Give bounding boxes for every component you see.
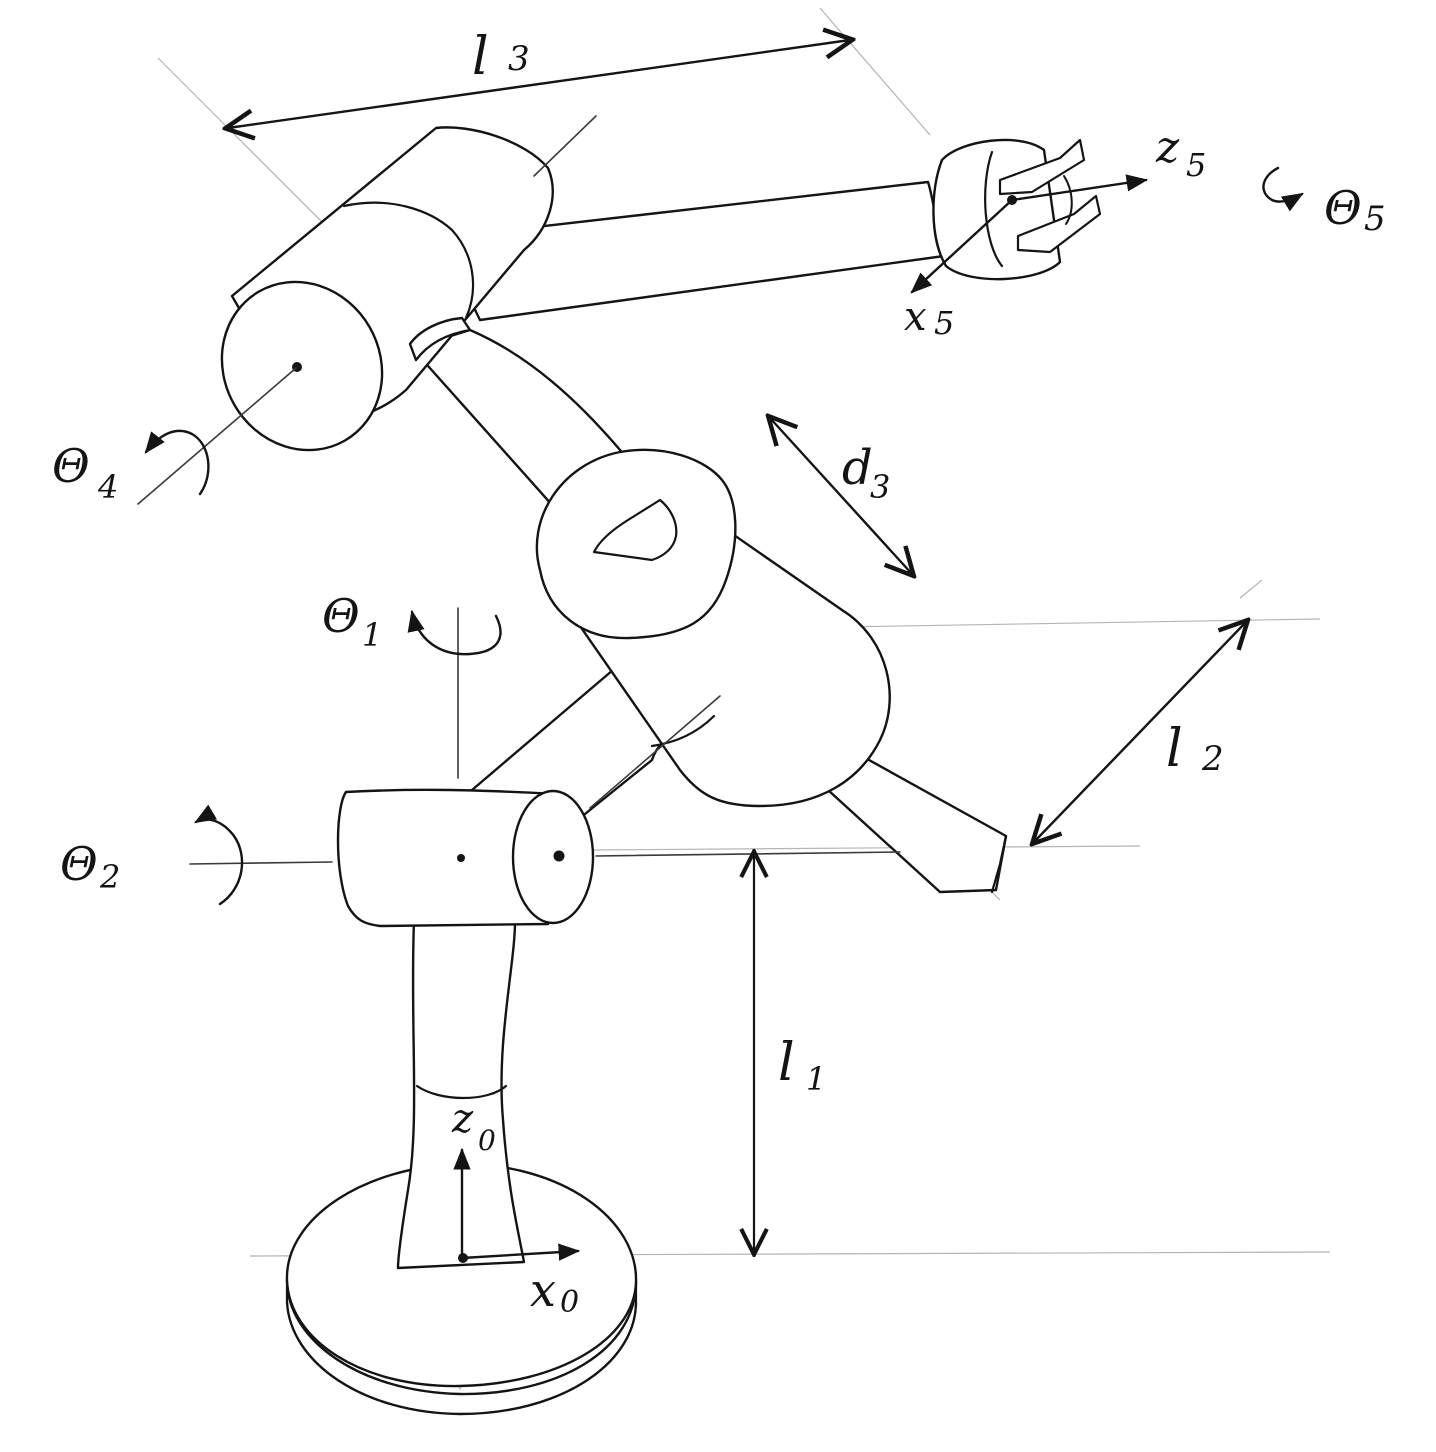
label-x5-main: x (904, 294, 927, 340)
frame-5-axes (910, 174, 1149, 294)
z5-arrow (1010, 174, 1149, 202)
pedestal-column (396, 916, 526, 1270)
label-theta5: Θ 5 (1324, 181, 1386, 239)
frame-0-axes (453, 1147, 581, 1263)
label-d3-sub: 3 (870, 468, 890, 506)
dimension-d3 (770, 418, 912, 574)
gripper (932, 138, 1102, 281)
label-theta4-main: Θ (52, 439, 90, 493)
wrist-joint (137, 115, 597, 505)
label-z0: z 0 (451, 1096, 496, 1157)
label-z5-main: z (1155, 122, 1180, 173)
rotation-theta5 (1262, 166, 1304, 212)
label-l3-main: l (472, 27, 489, 87)
label-theta2: Θ 2 (60, 837, 120, 896)
rotation-theta2 (194, 804, 244, 906)
rotation-theta4 (144, 429, 210, 496)
label-l1: l 1 (778, 1033, 826, 1098)
dimension-l2 (1034, 622, 1246, 842)
label-theta1-sub: 1 (362, 616, 382, 654)
label-d3-main: d (842, 440, 873, 496)
label-z0-sub: 0 (478, 1124, 496, 1157)
label-l2: l 2 (1166, 719, 1224, 779)
x5-arrow (910, 198, 1014, 294)
label-x5-sub: 5 (934, 304, 954, 342)
label-x0: x 0 (530, 1263, 579, 1320)
label-l3: l 3 (472, 27, 530, 87)
shoulder-joint (336, 788, 595, 928)
base-disk (285, 1162, 638, 1416)
x0-arrow (460, 1243, 581, 1261)
label-l2-main: l (1166, 719, 1183, 779)
rotation-theta1 (407, 609, 502, 656)
elbow-collar (535, 448, 737, 640)
label-theta4: Θ 4 (52, 439, 118, 506)
label-d3: d 3 (842, 440, 890, 506)
label-x0-sub: 0 (560, 1285, 579, 1320)
label-theta1: Θ 1 (322, 589, 382, 654)
label-l1-sub: 1 (806, 1060, 826, 1098)
label-theta4-sub: 4 (97, 468, 118, 506)
label-theta2-main: Θ (60, 837, 98, 891)
label-z0-main: z (451, 1096, 474, 1142)
label-l3-sub: 3 (508, 39, 530, 79)
dimension-l3 (228, 40, 850, 128)
label-l2-sub: 2 (1201, 739, 1224, 779)
label-x5: x 5 (904, 294, 954, 342)
label-l1-main: l (778, 1033, 795, 1093)
label-z5-sub: 5 (1186, 146, 1206, 184)
label-theta5-main: Θ (1324, 181, 1362, 235)
label-z5: z 5 (1155, 122, 1206, 184)
label-theta1-main: Θ (322, 589, 360, 643)
frame-0-origin (458, 1253, 468, 1263)
label-x0-main: x (530, 1263, 556, 1317)
label-theta5-sub: 5 (1364, 199, 1386, 239)
label-theta2-sub: 2 (99, 858, 120, 896)
